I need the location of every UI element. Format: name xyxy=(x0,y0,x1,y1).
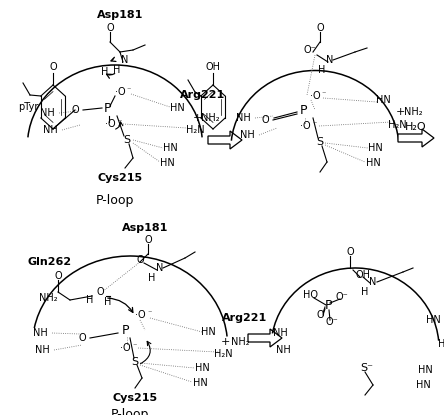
Text: O⁻: O⁻ xyxy=(336,292,349,302)
Text: Cys215: Cys215 xyxy=(112,393,158,403)
Text: Cys215: Cys215 xyxy=(97,173,143,183)
Text: Gln262: Gln262 xyxy=(28,257,72,267)
Text: +: + xyxy=(192,113,202,123)
Text: O⁻: O⁻ xyxy=(325,317,338,327)
Text: O: O xyxy=(346,247,354,257)
Text: NH₂: NH₂ xyxy=(201,113,219,123)
Text: O: O xyxy=(136,255,144,265)
Text: HN: HN xyxy=(194,363,210,373)
Text: ⁻: ⁻ xyxy=(118,117,122,127)
Text: HN: HN xyxy=(201,327,215,337)
Text: ⁻: ⁻ xyxy=(148,308,152,317)
Text: P: P xyxy=(103,102,111,115)
Text: ·O: ·O xyxy=(300,121,310,131)
Text: HN: HN xyxy=(376,95,390,105)
Text: O: O xyxy=(54,271,62,281)
Text: ·O: ·O xyxy=(115,87,125,97)
Text: H₂N: H₂N xyxy=(388,120,406,130)
Text: H: H xyxy=(113,65,121,75)
Text: NH: NH xyxy=(32,328,48,338)
Text: O: O xyxy=(78,333,86,343)
Text: Asp181: Asp181 xyxy=(122,223,168,233)
Text: ⁻: ⁻ xyxy=(127,85,131,95)
Text: HN: HN xyxy=(163,143,177,153)
Text: HN: HN xyxy=(418,365,432,375)
Text: HN: HN xyxy=(170,103,184,113)
Text: +: + xyxy=(220,337,230,347)
Text: P-loop: P-loop xyxy=(96,193,134,207)
Text: NH: NH xyxy=(276,345,290,355)
Text: ·O: ·O xyxy=(120,343,130,353)
Text: ·O: ·O xyxy=(135,310,145,320)
Polygon shape xyxy=(208,131,242,149)
Text: S⁻: S⁻ xyxy=(361,363,373,373)
Text: pTyr: pTyr xyxy=(18,102,38,112)
Text: HN: HN xyxy=(368,143,382,153)
Text: H: H xyxy=(148,273,156,283)
Text: NH: NH xyxy=(43,125,57,135)
Text: NH₂: NH₂ xyxy=(231,337,250,347)
Text: P: P xyxy=(324,298,332,312)
Text: NH₂: NH₂ xyxy=(39,293,57,303)
Text: P: P xyxy=(121,324,129,337)
Text: O: O xyxy=(106,23,114,33)
Text: H₂O: H₂O xyxy=(405,122,427,132)
Text: H₂N: H₂N xyxy=(438,339,444,349)
Text: +: + xyxy=(395,107,404,117)
Text: O: O xyxy=(316,310,324,320)
Text: H₂N: H₂N xyxy=(186,125,204,135)
Text: H: H xyxy=(104,297,112,307)
Text: NH₂: NH₂ xyxy=(404,107,422,117)
Text: O: O xyxy=(96,287,104,297)
Text: Arg221: Arg221 xyxy=(222,313,268,323)
Text: OH: OH xyxy=(356,270,370,280)
Text: HN: HN xyxy=(416,380,430,390)
Text: ⁻: ⁻ xyxy=(322,90,326,98)
Text: HN: HN xyxy=(365,158,381,168)
Text: ⁻: ⁻ xyxy=(133,342,137,351)
Text: N: N xyxy=(156,263,164,273)
Text: NH: NH xyxy=(273,328,287,338)
Text: ·O: ·O xyxy=(105,119,115,129)
Text: O: O xyxy=(71,105,79,115)
Text: P: P xyxy=(299,103,307,117)
Text: HN: HN xyxy=(160,158,174,168)
Text: O: O xyxy=(261,115,269,125)
Text: N: N xyxy=(326,55,334,65)
Text: N: N xyxy=(369,277,377,287)
Text: NH: NH xyxy=(236,113,250,123)
Text: NH: NH xyxy=(240,130,254,140)
Text: S: S xyxy=(131,357,139,367)
Text: NH: NH xyxy=(40,108,54,118)
Text: HN: HN xyxy=(193,378,207,388)
Polygon shape xyxy=(248,329,282,347)
Text: NH: NH xyxy=(35,345,49,355)
Text: HO: HO xyxy=(302,290,317,300)
Text: HN: HN xyxy=(426,315,440,325)
Text: O: O xyxy=(316,23,324,33)
Text: H: H xyxy=(318,65,326,75)
Text: ·O: ·O xyxy=(309,91,320,101)
Text: H: H xyxy=(101,67,109,77)
Text: O: O xyxy=(144,235,152,245)
Text: P-loop: P-loop xyxy=(111,408,149,415)
Text: S: S xyxy=(317,137,324,147)
Text: H₂N: H₂N xyxy=(214,349,232,359)
Text: Arg221: Arg221 xyxy=(180,90,226,100)
Text: O: O xyxy=(49,62,57,72)
Polygon shape xyxy=(398,129,434,147)
Text: Asp181: Asp181 xyxy=(97,10,143,20)
Text: O⁻: O⁻ xyxy=(304,45,317,55)
Text: S: S xyxy=(123,135,131,145)
Text: N: N xyxy=(121,55,129,65)
Text: ⁻: ⁻ xyxy=(313,120,317,129)
Text: H: H xyxy=(361,287,369,297)
Text: H: H xyxy=(86,295,94,305)
Text: OH: OH xyxy=(206,62,221,72)
